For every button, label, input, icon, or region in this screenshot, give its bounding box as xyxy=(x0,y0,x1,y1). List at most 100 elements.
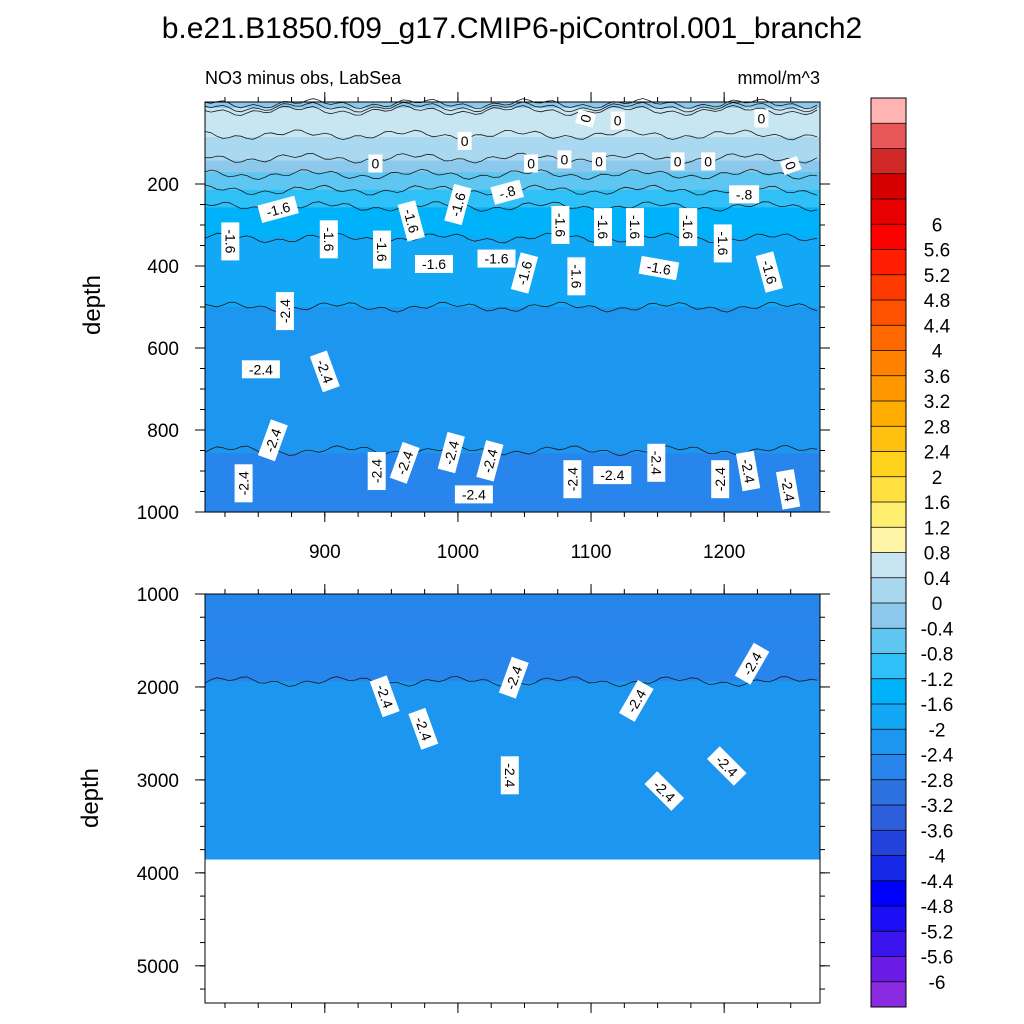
contour-label-box xyxy=(389,441,420,484)
contour-label-box xyxy=(701,152,716,171)
field-band xyxy=(205,711,820,716)
y-tick-label: 800 xyxy=(147,421,179,442)
contour-label: -1.6 xyxy=(397,200,425,242)
contour-label-box xyxy=(779,155,802,176)
field-band xyxy=(205,447,820,455)
field-band xyxy=(205,805,820,811)
contour-label-text: -1.6 xyxy=(264,198,292,220)
y-tick-label: 1000 xyxy=(137,585,179,606)
contour-label-box xyxy=(367,452,386,490)
colorbar-label: -3.2 xyxy=(921,796,954,817)
contour-label-box xyxy=(557,150,572,169)
contour-label-text: 0 xyxy=(704,153,712,169)
contour-label-box xyxy=(498,656,529,699)
contour-label: -.8 xyxy=(729,185,760,204)
field-band xyxy=(205,624,820,629)
colorbar-swatch xyxy=(871,880,906,907)
contour-label-box xyxy=(476,440,504,482)
contour-label-box xyxy=(437,431,465,474)
contour-label: -2.4 xyxy=(500,756,519,795)
x-tick-label: 1200 xyxy=(703,542,745,563)
contour-label-text: -2.4 xyxy=(412,715,435,743)
contour-label: 0 xyxy=(368,154,383,173)
colorbar-swatch xyxy=(871,906,906,932)
x-tick-label: 1100 xyxy=(571,542,612,563)
colorbar-swatch xyxy=(871,729,906,755)
contour-label-text: -1.6 xyxy=(646,258,673,278)
x-tick-label: 900 xyxy=(309,542,341,563)
contour-label-box xyxy=(257,419,288,462)
field-band xyxy=(205,699,820,705)
field-band xyxy=(205,201,820,209)
contour-label-box xyxy=(713,224,732,263)
field-band xyxy=(205,506,820,513)
colorbar-label: -0.8 xyxy=(921,645,954,666)
field-band xyxy=(205,318,820,326)
y-tick-label: 4000 xyxy=(137,864,179,885)
field-band xyxy=(205,289,820,296)
colorbar-swatch xyxy=(871,173,906,200)
contour-label: -1.6 xyxy=(551,206,570,244)
field-band xyxy=(205,631,820,637)
contour-label-text: -2.4 xyxy=(373,682,396,710)
contour-label-box xyxy=(510,252,539,294)
field-band xyxy=(205,424,820,431)
field-band xyxy=(205,271,820,279)
contour-label-text: -1.6 xyxy=(715,231,731,255)
colorbar-swatch xyxy=(871,678,906,705)
colorbar-label: -4.4 xyxy=(921,872,954,893)
contour-label-text: -2.4 xyxy=(393,449,416,477)
colorbar-label: 3.2 xyxy=(924,392,950,413)
contour-label-box xyxy=(524,154,539,173)
field-band xyxy=(205,236,820,244)
contour-label: 0 xyxy=(575,109,597,128)
field-band xyxy=(205,301,820,308)
field-band xyxy=(205,266,820,273)
colorbar-label: -5.2 xyxy=(921,922,954,943)
colorbar-label: -2.8 xyxy=(921,771,954,792)
contour-label: -1.6 xyxy=(679,208,698,247)
colorbar-label: -5.6 xyxy=(921,948,954,969)
contour-label-box xyxy=(415,255,453,273)
field-band xyxy=(205,741,820,746)
contour-label-box xyxy=(754,109,769,128)
field-band xyxy=(205,148,820,156)
field-band xyxy=(205,494,820,501)
contour-label-box xyxy=(670,152,685,171)
contour-line xyxy=(204,168,818,180)
field-band xyxy=(205,219,820,226)
field-band xyxy=(205,707,820,712)
contour-label-box xyxy=(221,222,240,261)
contour-label-text: -2.4 xyxy=(479,447,501,475)
contour-label-text: -2.4 xyxy=(502,663,525,691)
contour-line xyxy=(204,129,818,141)
contour-label: -2.4 xyxy=(476,440,504,482)
contour-label: -1.6 xyxy=(415,255,453,273)
contour-label: -2.4 xyxy=(593,466,632,485)
field-band xyxy=(205,635,820,641)
contour-label-box xyxy=(490,179,525,205)
contour-label-text: -1.6 xyxy=(374,238,390,262)
field-band xyxy=(205,225,820,232)
field-band xyxy=(205,730,820,735)
colorbar-swatch xyxy=(871,779,906,806)
y-tick-label: 2000 xyxy=(137,678,179,699)
field-band xyxy=(205,312,820,320)
contour-label-box xyxy=(610,111,625,130)
colorbar-label: -4.8 xyxy=(921,897,954,918)
contour-line xyxy=(204,301,818,313)
contour-label-text: -1.6 xyxy=(321,227,337,251)
field-band xyxy=(205,839,820,845)
field-band xyxy=(205,752,820,758)
colorbar-swatch xyxy=(871,552,906,579)
contour-label-box xyxy=(711,460,730,499)
contour-label-box xyxy=(563,460,582,499)
contour-label: -2.4 xyxy=(389,441,420,484)
field-band xyxy=(205,107,820,115)
contour-label: -2.4 xyxy=(275,292,294,331)
field-band xyxy=(205,307,820,314)
field-band xyxy=(205,137,820,144)
contour-label: -2.4 xyxy=(408,707,439,750)
contour-label-box xyxy=(477,249,516,268)
contour-label-box xyxy=(679,208,698,247)
